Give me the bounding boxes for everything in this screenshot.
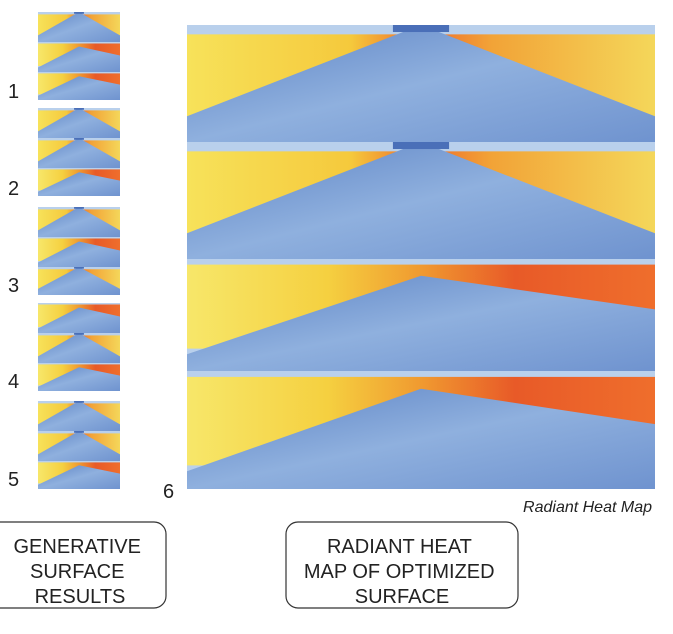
thumb-band [38, 207, 120, 237]
figure: 1 2 3 4 5 6 Radiant Heat Map GENERATIVE … [0, 0, 673, 634]
thumb-label: 5 [8, 469, 19, 491]
thumb-band [38, 42, 120, 72]
thumb-band [38, 431, 120, 461]
right-box-text: RADIANT HEAT MAP OF OPTIMIZED SURFACE [304, 536, 500, 608]
thumb-band [38, 401, 120, 431]
heat-band [187, 142, 655, 259]
left-box-text: GENERATIVE SURFACE RESULTS [14, 536, 147, 608]
heat-band [187, 25, 655, 142]
thumb-band [38, 168, 120, 196]
heat-band [187, 371, 655, 489]
thumbnails [38, 12, 120, 489]
thumb-label: 2 [8, 178, 19, 200]
main-heat-map [187, 25, 655, 489]
thumb-band [38, 267, 120, 295]
thumb-band [38, 333, 120, 363]
heat-band [187, 259, 655, 371]
thumb-band [38, 303, 120, 333]
thumb-band [38, 363, 120, 391]
thumb-band [38, 108, 120, 138]
thumb-label: 4 [8, 371, 19, 393]
thumb-label: 1 [8, 81, 19, 103]
thumb-band [38, 12, 120, 42]
thumb-band [38, 461, 120, 489]
thumb-label: 3 [8, 275, 19, 297]
thumb-band [38, 72, 120, 100]
map-label: 6 [163, 481, 174, 503]
thumb-band [38, 138, 120, 168]
thumbnail-labels: 1 2 3 4 5 [8, 81, 19, 491]
thumb-band [38, 237, 120, 267]
map-caption: Radiant Heat Map [523, 499, 652, 516]
